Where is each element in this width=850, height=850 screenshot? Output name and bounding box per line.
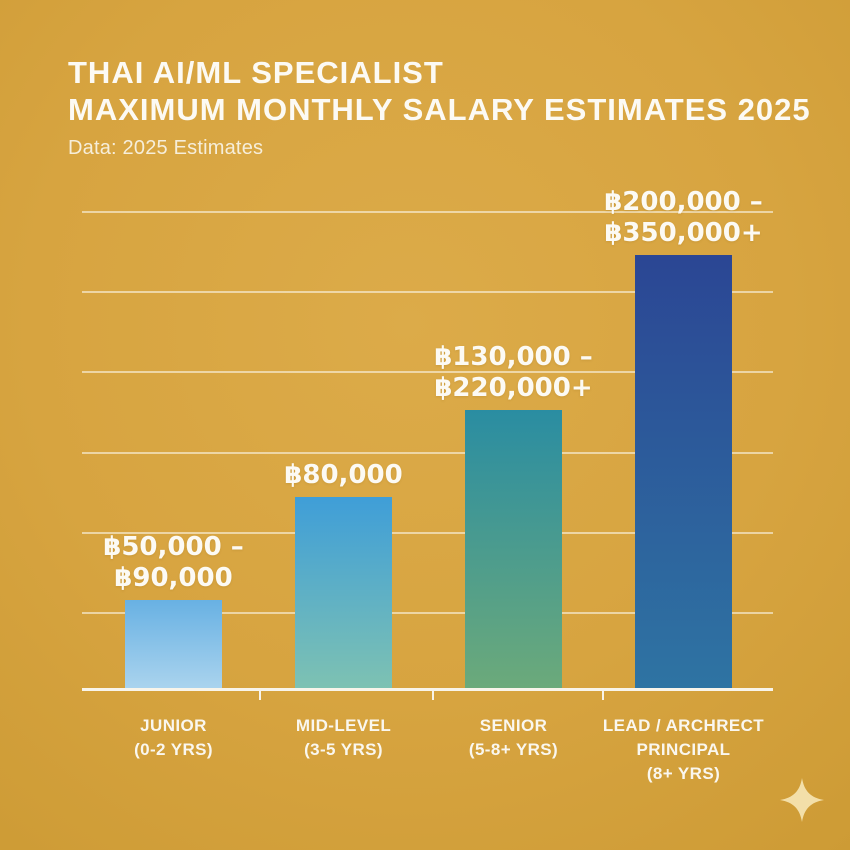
chart-subtitle: Data: 2025 Estimates xyxy=(68,137,264,159)
value-label-line: ฿90,000 xyxy=(114,563,233,593)
x-axis-tick xyxy=(602,691,604,700)
category-label-line: (5-8+ YRS) xyxy=(468,740,559,759)
category-label-line: (0-2 YRS) xyxy=(134,740,213,759)
category-label-line: LEAD / ARCHRECT xyxy=(602,716,765,735)
category-label-senior: SENIOR (5-8+ YRS) xyxy=(419,714,609,762)
category-label-line: JUNIOR xyxy=(140,716,207,735)
bar-junior xyxy=(125,600,222,690)
category-label-mid-level: MID-LEVEL (3-5 YRS) xyxy=(249,714,439,762)
category-label-lead-architect: LEAD / ARCHRECT PRINCIPAL (8+ YRS) xyxy=(589,714,779,786)
x-axis-tick xyxy=(432,691,434,700)
value-label-junior: ฿50,000 – ฿90,000 xyxy=(44,532,304,594)
value-label-line: ฿220,000+ xyxy=(434,373,593,403)
gridline xyxy=(82,291,773,293)
x-axis-tick xyxy=(259,691,261,700)
category-label-line: MID-LEVEL xyxy=(295,716,392,735)
category-label-line: (3-5 YRS) xyxy=(304,740,383,759)
bar-mid-level xyxy=(295,497,392,690)
chart-title: THAI AI/ML SPECIALIST MAXIMUM MONTHLY SA… xyxy=(68,54,811,128)
chart-title-line-2: MAXIMUM MONTHLY SALARY ESTIMATES 2025 xyxy=(68,92,811,127)
value-label-line: ฿80,000 xyxy=(284,460,403,490)
value-label-line: ฿50,000 – xyxy=(103,532,244,562)
category-label-line: (8+ YRS) xyxy=(646,764,721,783)
value-label-line: ฿200,000 – xyxy=(604,187,763,217)
value-label-lead-architect: ฿200,000 – ฿350,000+ xyxy=(554,187,814,249)
category-label-line: PRINCIPAL xyxy=(636,740,731,759)
chart-title-line-1: THAI AI/ML SPECIALIST xyxy=(68,55,444,90)
gridline xyxy=(82,211,773,213)
x-axis-line xyxy=(82,688,773,691)
header: THAI AI/ML SPECIALIST MAXIMUM MONTHLY SA… xyxy=(68,54,811,160)
value-label-line: ฿350,000+ xyxy=(604,218,763,248)
bar-lead-architect xyxy=(635,255,732,690)
bar-senior xyxy=(465,410,562,690)
gridline xyxy=(82,371,773,373)
value-label-mid-level: ฿80,000 xyxy=(214,460,474,491)
gridline xyxy=(82,452,773,454)
category-label-line: SENIOR xyxy=(479,716,548,735)
value-label-line: ฿130,000 – xyxy=(434,342,593,372)
sparkle-icon xyxy=(780,778,824,822)
gridline xyxy=(82,612,773,614)
category-label-junior: JUNIOR (0-2 YRS) xyxy=(79,714,269,762)
value-label-senior: ฿130,000 – ฿220,000+ xyxy=(384,342,644,404)
gridline xyxy=(82,532,773,534)
